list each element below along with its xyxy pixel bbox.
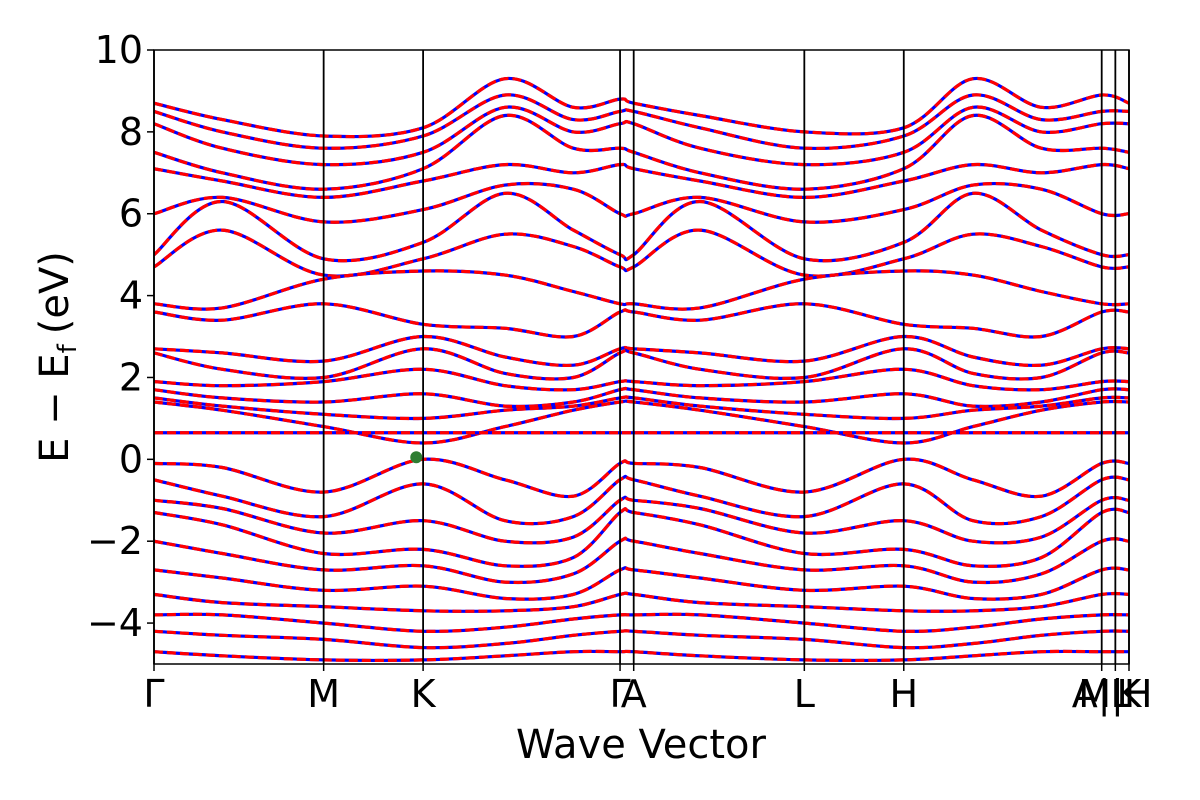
x-tick-label-3: Γ <box>609 672 630 716</box>
y-tick-label-6: 8 <box>119 110 143 154</box>
band-line-18 <box>154 495 1129 545</box>
band-extremum-marker <box>410 451 423 464</box>
y-tick-label-4: 4 <box>119 274 143 318</box>
band-line-dashed-2 <box>154 105 1129 167</box>
bands-layer <box>154 76 1129 663</box>
band-line-22 <box>154 591 1129 613</box>
y-axis-title: E − Ef (eV) <box>32 251 83 463</box>
band-line-dashed-25 <box>154 649 1129 663</box>
y-tick-label-0: −4 <box>87 601 143 645</box>
x-tick-label-7: A|L <box>1072 672 1132 717</box>
band-line-dashed-24 <box>154 629 1129 650</box>
band-line-dashed-10 <box>154 334 1129 368</box>
x-axis-title: Wave Vector <box>516 722 767 768</box>
band-line-dashed-23 <box>154 612 1129 633</box>
y-tick-label-5: 6 <box>119 192 143 236</box>
band-line-dashed-18 <box>154 495 1129 545</box>
band-line-1 <box>154 93 1129 151</box>
y-axis-title-subscript: f <box>53 343 83 353</box>
y-axis-title-main: E − E <box>32 353 78 463</box>
y-tick-label-2: 0 <box>119 437 143 481</box>
band-line-dashed-19 <box>154 507 1129 568</box>
band-line-9 <box>154 302 1129 339</box>
band-line-dashed-1 <box>154 93 1129 151</box>
x-axis-ticks: Γ M K ΓA L H A|LM|HK <box>143 664 1152 717</box>
x-tick-label-4: A <box>621 672 647 716</box>
x-tick-label-0: Γ <box>143 672 164 716</box>
x-tick-label-2: K <box>411 672 437 716</box>
x-tick-label-8: M|H <box>1078 672 1152 717</box>
x-tick-label-6: H <box>889 672 918 716</box>
band-line-dashed-20 <box>154 536 1129 585</box>
x-tick-label-5: L <box>794 672 815 716</box>
y-tick-label-3: 2 <box>119 355 143 399</box>
band-line-23 <box>154 612 1129 633</box>
band-line-7 <box>154 228 1129 278</box>
band-line-dashed-4 <box>154 162 1129 200</box>
band-line-20 <box>154 536 1129 585</box>
y-axis-title-unit: (eV) <box>32 251 78 334</box>
y-tick-label-7: 10 <box>95 28 143 72</box>
band-line-dashed-6 <box>154 191 1129 263</box>
plot-frame <box>153 49 1130 665</box>
band-line-dashed-16 <box>154 457 1129 499</box>
y-tick-label-1: −2 <box>87 519 143 563</box>
x-tick-label-1: M <box>307 672 340 716</box>
x-tick-label-9: K <box>1117 672 1143 716</box>
y-axis-ticks: −4 −2 0 2 4 6 8 10 <box>87 28 154 645</box>
band-line-dashed-9 <box>154 302 1129 339</box>
band-line-6 <box>154 191 1129 263</box>
band-line-19 <box>154 507 1129 568</box>
